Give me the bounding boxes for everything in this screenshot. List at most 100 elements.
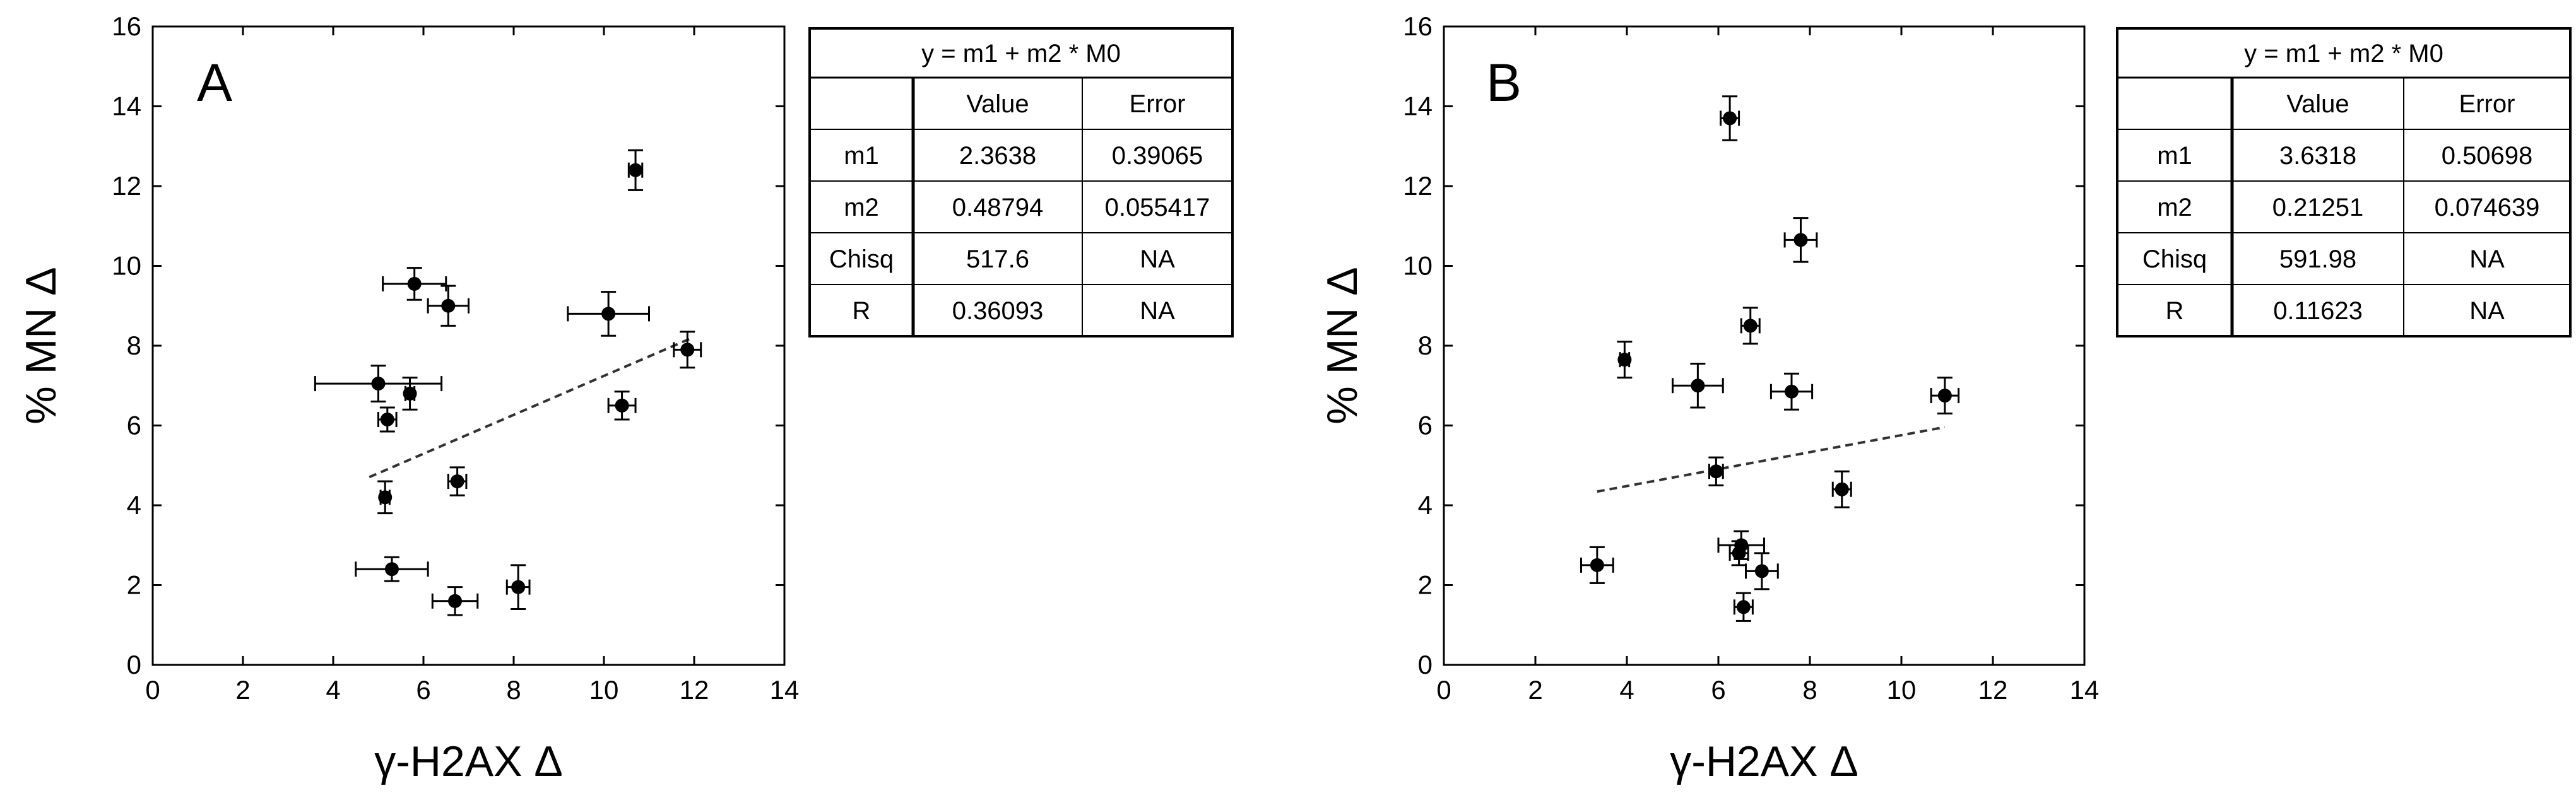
panel-b: 0 2 4 6 8 10 12 14 0 2 4 6 8 10 12 14 16 γ-H2AX Δ % MN Δ B y… (1318, 11, 2572, 785)
table-frame (2116, 27, 2572, 337)
x-tick-label: 10 (1887, 675, 1917, 705)
data-point (1728, 540, 1749, 566)
table-cell: 0.36093 (952, 297, 1044, 325)
point-marker (629, 163, 643, 177)
y-axis-title: % MN Δ (1318, 267, 1366, 424)
y-tick-label: 10 (112, 251, 141, 281)
table-cell: 517.6 (966, 245, 1029, 273)
point-marker (371, 377, 386, 391)
y-axis-title: % MN Δ (17, 267, 65, 424)
table-cell: R (2166, 297, 2184, 325)
y-tick-label: 16 (112, 11, 141, 41)
table-cell: 591.98 (2279, 245, 2356, 273)
data-point (1720, 95, 1740, 141)
point-marker (601, 307, 616, 321)
panel-a: 0 2 4 6 8 10 12 14 0 2 4 6 8 10 12 14 16 γ-H2AX Δ % MN Δ A y… (17, 11, 1234, 785)
x-tick-label: 4 (1619, 675, 1634, 705)
table-frame (808, 27, 1234, 337)
y-tick-label: 8 (127, 331, 141, 360)
fit-equation: y = m1 + m2 * M0 (2244, 40, 2443, 67)
table-cell: m2 (844, 194, 879, 221)
point-marker (441, 298, 456, 313)
data-point (1831, 470, 1852, 508)
table-cell: 0.074639 (2435, 194, 2540, 221)
data-point (382, 267, 447, 301)
x-axis-title: γ-H2AX Δ (374, 737, 563, 785)
y-tick-label: 8 (1418, 331, 1433, 360)
data-point (1733, 592, 1754, 622)
data-point (377, 480, 393, 515)
table-cell: 0.21251 (2272, 194, 2364, 221)
y-tick-label: 0 (127, 650, 141, 679)
x-tick-label: 12 (680, 675, 709, 705)
point-marker (1754, 564, 1769, 578)
table-cell: NA (2469, 297, 2505, 325)
fit-line (369, 336, 693, 479)
point-marker (680, 343, 695, 357)
data-point (431, 586, 479, 616)
data-point (1770, 372, 1814, 411)
table-cell: 2.3638 (959, 142, 1036, 170)
table-cell: NA (1140, 297, 1175, 325)
data-point (1672, 362, 1724, 409)
y-tick-label: 12 (1403, 171, 1433, 201)
point-marker (1937, 389, 1952, 403)
data-point (1580, 546, 1614, 584)
y-tick-label: 4 (1418, 490, 1433, 520)
x-tick-label: 8 (506, 675, 521, 705)
x-tick-label: 10 (589, 675, 619, 705)
y-tick-label: 14 (1403, 91, 1433, 121)
data-point (1783, 217, 1818, 263)
point-marker (615, 398, 629, 413)
table-cell: 0.39065 (1112, 142, 1203, 170)
fit-equation: y = m1 + m2 * M0 (921, 40, 1121, 67)
fit-table: y = m1 + m2 * M0 Value Error m1 2.3638 0.3906… (808, 27, 1234, 337)
table-header-cell: Error (2459, 90, 2515, 118)
data-point (377, 406, 398, 433)
point-marker (380, 413, 394, 427)
x-tick-label: 2 (235, 675, 250, 705)
point-marker (1691, 378, 1705, 393)
point-marker (1590, 558, 1604, 572)
y-tick-label: 16 (1403, 11, 1433, 41)
y-tick-label: 0 (1418, 650, 1433, 679)
data-point (447, 466, 468, 496)
point-marker (511, 580, 526, 594)
data-point (1930, 377, 1960, 415)
x-tick-label: 14 (770, 675, 800, 705)
y-tick-label: 2 (127, 570, 141, 600)
data-point (1740, 307, 1761, 345)
data-point (505, 564, 531, 610)
x-tick-label: 14 (2070, 675, 2100, 705)
table-cell: Chisq (829, 245, 894, 273)
point-marker (1723, 111, 1737, 126)
table-cell: m2 (2157, 194, 2192, 221)
y-tick-label: 14 (112, 91, 141, 121)
point-marker (1785, 384, 1799, 399)
table-cell: 3.6318 (2279, 142, 2356, 170)
point-marker (403, 386, 417, 401)
table-cell: m1 (2157, 142, 2192, 170)
data-point (1617, 341, 1633, 379)
y-tick-label: 10 (1403, 251, 1433, 281)
table-cell: NA (1140, 245, 1175, 273)
data-point (567, 291, 650, 337)
x-tick-label: 2 (1528, 675, 1542, 705)
x-tick-label: 4 (326, 675, 340, 705)
y-tick-label: 2 (1418, 570, 1433, 600)
x-tick-label: 0 (145, 675, 160, 705)
point-marker (448, 594, 463, 608)
table-cell: 0.11623 (2273, 297, 2363, 325)
point-marker (378, 490, 393, 505)
table-cell: Chisq (2142, 245, 2207, 273)
table-cell: 0.48794 (952, 194, 1044, 221)
table-cell: 0.055417 (1105, 194, 1210, 221)
table-cell: 0.50698 (2442, 142, 2533, 170)
panel-letter: A (197, 53, 232, 112)
data-point (1708, 456, 1724, 486)
x-tick-label: 12 (1978, 675, 2008, 705)
point-marker (1835, 482, 1849, 496)
point-marker (407, 276, 422, 291)
x-tick-label: 0 (1436, 675, 1451, 705)
